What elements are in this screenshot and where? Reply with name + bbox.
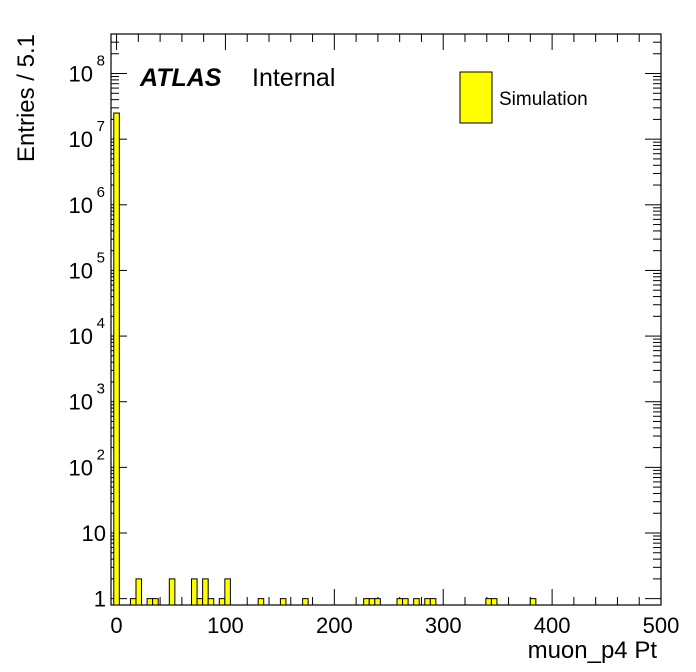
y-tick-label-exponent: 6 [97,184,105,201]
y-tick-label-exponent: 2 [97,446,105,463]
histogram-bar [129,598,137,606]
x-axis-title: muon_p4 Pt [528,637,658,664]
x-tick-label: 400 [534,613,571,638]
histogram-bar [257,598,265,606]
histogram-bar [218,598,226,606]
histogram-bar [485,598,492,606]
histogram-bar [396,598,404,606]
histogram-bar [135,578,143,606]
y-axis-title: Entries / 5.1 [13,34,40,162]
y-tick-label-exponent: 3 [97,381,105,398]
axis-ticks [111,33,662,605]
histogram-bar [224,578,231,606]
histogram-bar [168,578,176,606]
histogram-bar [152,598,159,606]
y-tick-label-exponent: 5 [97,249,105,266]
y-tick-label: 10 [69,324,93,349]
y-tick-label-exponent: 7 [97,118,105,135]
histogram-bar [113,112,120,606]
y-tick-label: 1 [94,587,106,612]
histogram-bar [207,598,215,606]
y-tick-label-exponent: 8 [97,53,105,70]
internal-label: Internal [252,64,335,92]
x-tick-label: 100 [207,613,244,638]
y-tick-label: 10 [69,258,93,283]
x-tick-label: 300 [425,613,462,638]
legend-label: Simulation [499,89,588,110]
histogram-bar [413,598,420,606]
histogram-bar [196,598,204,606]
plot-frame [110,33,662,606]
x-tick-label: 0 [110,613,122,638]
atlas-label: ATLAS [139,64,222,92]
histogram-bar [146,598,154,606]
y-tick-label: 10 [69,390,93,415]
histogram-bars [113,112,537,606]
histogram-bar [368,598,376,606]
histogram-bar [429,598,437,606]
y-tick-label: 10 [69,455,93,480]
histogram-bar [302,598,309,606]
histogram-bar [402,598,409,606]
x-tick-label: 500 [643,613,680,638]
y-tick-label: 10 [69,193,93,218]
histogram-bar [363,598,370,606]
x-tick-label: 200 [316,613,353,638]
y-tick-label: 10 [82,521,106,546]
histogram-bar [529,598,537,606]
histogram-bar [490,598,498,606]
histogram-bar [279,598,287,606]
y-tick-label-exponent: 4 [97,315,105,332]
legend-swatch [459,71,493,124]
histogram-bar [424,598,431,606]
histogram-bar [191,578,198,606]
y-tick-label: 10 [69,62,93,87]
histogram-bar [202,578,209,606]
histogram-bar [374,598,381,606]
y-tick-label: 10 [69,127,93,152]
